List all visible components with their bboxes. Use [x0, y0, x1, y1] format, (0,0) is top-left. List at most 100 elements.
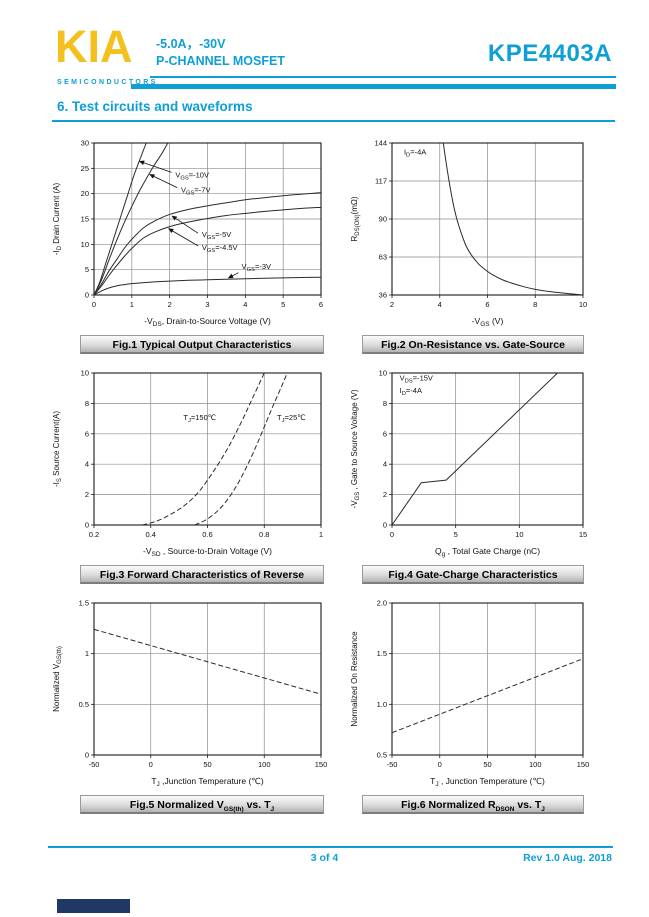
svg-text:-VGS (V): -VGS (V) — [472, 316, 504, 328]
fig1-caption: Fig.1 Typical Output Characteristics — [80, 335, 324, 354]
svg-text:100: 100 — [529, 760, 542, 769]
svg-text:0: 0 — [92, 300, 96, 309]
chart-svg: 0 1 2 3 4 5 6 0 5 10 15 20 25 30 -VDS, Drain-to-Source… — [52, 139, 323, 329]
svg-text:150: 150 — [577, 760, 590, 769]
fig4-plot: 0 5 10 15 0 2 4 6 8 10 Qg , Total Gate Charge (nC)… — [348, 361, 594, 559]
fig2-plot: 2 4 6 8 10 36 63 90 117 144 -VGS (V) RDS(ON)(mΩ) ID=… — [348, 131, 594, 329]
svg-text:1.5: 1.5 — [377, 649, 387, 658]
kia-logo-subtitle: SEMICONDUCTORS — [57, 79, 158, 86]
device-rating: -5.0A，-30V — [156, 37, 226, 51]
svg-text:15: 15 — [81, 215, 89, 224]
svg-text:6: 6 — [485, 300, 489, 309]
charts-grid: 0 1 2 3 4 5 6 0 5 10 15 20 25 30 -VDS, Drain-to-Source… — [50, 131, 594, 814]
svg-text:10: 10 — [81, 240, 89, 249]
svg-text:1: 1 — [130, 300, 134, 309]
svg-text:4: 4 — [438, 300, 442, 309]
fig3-plot: 0.2 0.4 0.6 0.8 1 0 2 4 6 8 10 -VSD , Source-to-Dra… — [50, 361, 332, 559]
svg-text:1: 1 — [85, 649, 89, 658]
svg-text:ID=-4A: ID=-4A — [400, 386, 422, 397]
chart-fig6-normalized-rdson: -50 0 50 100 150 0.5 1.0 1.5 2.0 TJ , Junction Te… — [348, 591, 594, 814]
svg-text:63: 63 — [379, 253, 387, 262]
svg-text:0.5: 0.5 — [377, 751, 387, 760]
footer-rule — [48, 846, 613, 848]
svg-text:4: 4 — [383, 460, 387, 469]
fig6-caption: Fig.6 Normalized RDSON vs. TJ — [362, 795, 584, 814]
svg-text:150: 150 — [315, 760, 328, 769]
svg-text:10: 10 — [515, 530, 523, 539]
svg-text:1.5: 1.5 — [79, 599, 89, 608]
svg-text:0.6: 0.6 — [202, 530, 212, 539]
header-rule-thick — [131, 84, 616, 89]
svg-text:6: 6 — [319, 300, 323, 309]
svg-text:36: 36 — [379, 291, 387, 300]
svg-text:VGS=-7V: VGS=-7V — [181, 186, 210, 197]
chart-svg: 0 5 10 15 0 2 4 6 8 10 Qg , Total Gate Charge (nC)… — [350, 369, 587, 559]
svg-text:0: 0 — [390, 530, 394, 539]
svg-text:RDS(ON)(mΩ): RDS(ON)(mΩ) — [350, 196, 361, 241]
svg-text:50: 50 — [483, 760, 491, 769]
chart-fig2-on-resistance: 2 4 6 8 10 36 63 90 117 144 -VGS (V) RDS(ON)(mΩ) ID=… — [348, 131, 594, 354]
svg-text:6: 6 — [85, 429, 89, 438]
revision-label: Rev 1.0 Aug. 2018 — [523, 852, 612, 864]
svg-text:8: 8 — [85, 399, 89, 408]
chart-fig4-gate-charge: 0 5 10 15 0 2 4 6 8 10 Qg , Total Gate Charge (nC)… — [348, 361, 594, 584]
svg-text:-VGS , Gate to Source Voltage: -VGS , Gate to Source Voltage (V) — [350, 389, 361, 508]
svg-text:2: 2 — [390, 300, 394, 309]
chart-svg: 2 4 6 8 10 36 63 90 117 144 -VGS (V) RDS(ON)(mΩ) ID=… — [350, 139, 587, 329]
svg-text:Qg , Total Gate Charge (nC): Qg , Total Gate Charge (nC) — [435, 546, 540, 558]
svg-text:TJ=25℃: TJ=25℃ — [277, 413, 306, 424]
svg-text:0.8: 0.8 — [259, 530, 269, 539]
svg-text:TJ , Junction Temperature (℃): TJ , Junction Temperature (℃) — [430, 776, 545, 788]
svg-text:0: 0 — [383, 521, 387, 530]
svg-text:2: 2 — [168, 300, 172, 309]
page-number: 3 of 4 — [310, 852, 339, 864]
svg-text:Normalized On Resistance: Normalized On Resistance — [350, 631, 359, 727]
svg-text:50: 50 — [203, 760, 211, 769]
svg-text:-IS Source Current(A): -IS Source Current(A) — [52, 411, 63, 487]
svg-text:0: 0 — [438, 760, 442, 769]
svg-text:2: 2 — [383, 490, 387, 499]
chart-svg: -50 0 50 100 150 0.5 1.0 1.5 2.0 TJ , Junction Te… — [350, 599, 590, 789]
kia-logo: KIA — [55, 21, 133, 72]
svg-text:6: 6 — [383, 429, 387, 438]
svg-text:90: 90 — [379, 215, 387, 224]
svg-text:1: 1 — [319, 530, 323, 539]
fig6-plot: -50 0 50 100 150 0.5 1.0 1.5 2.0 TJ , Junction Te… — [348, 591, 594, 789]
svg-text:20: 20 — [81, 189, 89, 198]
svg-text:1.0: 1.0 — [377, 700, 387, 709]
svg-text:117: 117 — [375, 177, 387, 186]
svg-text:0: 0 — [85, 751, 89, 760]
svg-text:VGS=-10V: VGS=-10V — [175, 170, 209, 181]
svg-text:3: 3 — [205, 300, 209, 309]
svg-text:ID=-4A: ID=-4A — [404, 147, 426, 158]
fig3-caption: Fig.3 Forward Characteristics of Reverse — [80, 565, 324, 584]
svg-text:2: 2 — [85, 490, 89, 499]
chart-fig3-forward-characteristics: 0.2 0.4 0.6 0.8 1 0 2 4 6 8 10 -VSD , Source-to-Dra… — [50, 361, 332, 584]
svg-text:100: 100 — [258, 760, 271, 769]
svg-text:0: 0 — [149, 760, 153, 769]
svg-text:15: 15 — [579, 530, 587, 539]
svg-text:TJ ,Junction Temperature (℃): TJ ,Junction Temperature (℃) — [151, 776, 263, 788]
svg-text:5: 5 — [454, 530, 458, 539]
svg-text:10: 10 — [81, 369, 89, 378]
svg-text:Normalized VGS(th): Normalized VGS(th) — [52, 646, 63, 712]
svg-text:8: 8 — [533, 300, 537, 309]
part-number: KPE4403A — [487, 40, 612, 67]
svg-text:144: 144 — [374, 139, 387, 148]
fig1-plot: 0 1 2 3 4 5 6 0 5 10 15 20 25 30 -VDS, Drain-to-Source… — [50, 131, 332, 329]
svg-text:5: 5 — [281, 300, 285, 309]
svg-text:-50: -50 — [387, 760, 398, 769]
svg-text:VGS=-4.5V: VGS=-4.5V — [202, 243, 238, 254]
svg-text:25: 25 — [81, 164, 89, 173]
svg-text:TJ=150℃: TJ=150℃ — [183, 413, 216, 424]
svg-text:30: 30 — [81, 139, 89, 148]
fig5-caption: Fig.5 Normalized VGS(th) vs. TJ — [80, 795, 324, 814]
svg-text:0.2: 0.2 — [89, 530, 99, 539]
section-rule — [52, 120, 615, 122]
svg-text:0: 0 — [85, 291, 89, 300]
svg-text:10: 10 — [379, 369, 387, 378]
svg-text:0.5: 0.5 — [79, 700, 89, 709]
